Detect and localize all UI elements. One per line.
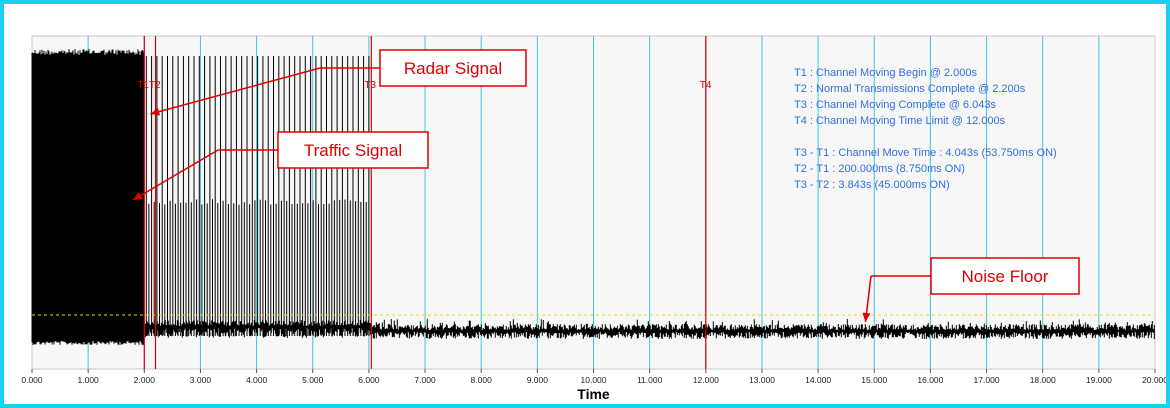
radar-annotation-arrowhead — [150, 107, 161, 116]
marker-label: T3 — [364, 80, 376, 91]
info-line: T3 : Channel Moving Complete @ 6.043s — [794, 99, 996, 111]
x-tick-label: 10.000 — [581, 375, 607, 385]
noise-annotation-label: Noise Floor — [962, 267, 1049, 286]
noise-annotation-box — [930, 257, 1080, 295]
chart-frame: T1T2 T3 T4 T1 : Channel Moving Begin @ 2.00… — [4, 4, 1166, 404]
x-tick-label: 12.000 — [693, 375, 719, 385]
info-line: T3 - T2 : 3.843s (45.000ms ON) — [794, 179, 950, 191]
traffic-annotation-label: Traffic Signal — [304, 141, 402, 160]
x-tick-label: 13.000 — [749, 375, 775, 385]
info-line: T1 : Channel Moving Begin @ 2.000s — [794, 67, 977, 79]
info-line: T2 : Normal Transmissions Complete @ 2.2… — [794, 83, 1026, 95]
x-tick-label: 2.000 — [134, 375, 156, 385]
x-tick-label: 7.000 — [414, 375, 436, 385]
x-tick-label: 20.000 — [1142, 375, 1166, 385]
info-line: T2 - T1 : 200.000ms (8.750ms ON) — [794, 163, 965, 175]
x-tick-label: 11.000 — [637, 375, 663, 385]
traffic-annotation-arrow — [132, 149, 219, 201]
x-tick-label: 14.000 — [805, 375, 831, 385]
info-line: T3 - T1 : Channel Move Time : 4.043s (53… — [794, 147, 1057, 159]
x-tick-label: 6.000 — [358, 375, 380, 385]
signal-trace — [31, 49, 1155, 345]
time-plot: T1T2 T3 T4 T1 : Channel Moving Begin @ 2.00… — [21, 35, 1166, 402]
radar-annotation-box — [379, 49, 527, 87]
x-tick-label: 3.000 — [190, 375, 212, 385]
x-tick-label: 0.000 — [21, 375, 43, 385]
traffic-annotation-arrowhead — [133, 191, 143, 200]
x-tick-label: 17.000 — [974, 375, 1000, 385]
traffic-annotation-box — [277, 131, 429, 169]
x-tick-label: 18.000 — [1030, 375, 1056, 385]
x-tick-label: 5.000 — [302, 375, 324, 385]
x-tick-label: 4.000 — [246, 375, 268, 385]
x-axis-title: Time — [577, 386, 610, 402]
x-tick-label: 19.000 — [1086, 375, 1112, 385]
x-tick-label: 15.000 — [861, 375, 887, 385]
x-tick-label: 16.000 — [917, 375, 943, 385]
noise-annotation-arrowhead — [862, 312, 871, 322]
radar-annotation-label: Radar Signal — [404, 59, 502, 78]
radar-annotation-arrow — [150, 67, 321, 115]
x-tick-label: 1.000 — [78, 375, 100, 385]
x-tick-label: 9.000 — [527, 375, 549, 385]
marker-label: T4 — [700, 80, 712, 91]
info-line: T4 : Channel Moving Time Limit @ 12.000s — [794, 115, 1006, 127]
x-tick-label: 8.000 — [471, 375, 493, 385]
marker-label: T1T2 — [137, 80, 161, 91]
